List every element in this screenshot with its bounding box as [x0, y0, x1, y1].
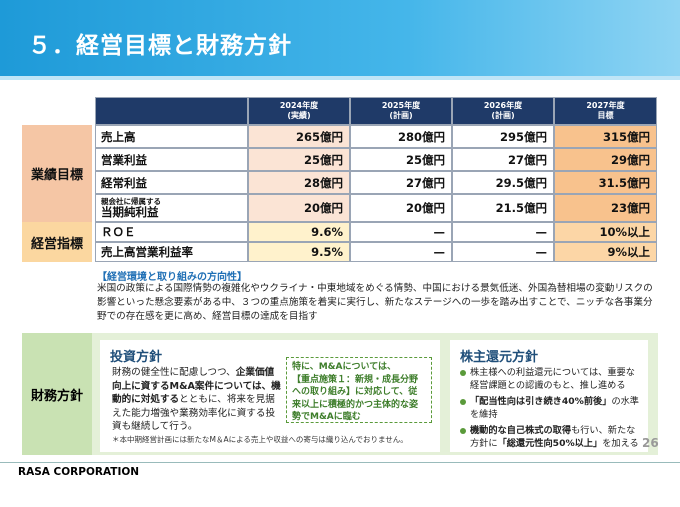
bullet: [460, 399, 466, 405]
shareholder-text: 機動的な自己株式の取得: [470, 425, 572, 436]
value-cell: —: [350, 222, 452, 242]
shareholder-text: も行い、新たな方針に: [470, 425, 636, 449]
row-label: 売上高営業利益率: [95, 242, 248, 262]
value-cell: 25億円: [248, 148, 350, 171]
value-cell: 23億円: [554, 194, 657, 222]
value-cell: 280億円: [350, 125, 452, 148]
value-cell: 27億円: [452, 148, 554, 171]
bullet: [460, 428, 466, 434]
shareholder-list: 株主様への利益還元については、重要な経営課題との認識のもと、推し進める 「配当性向…: [460, 366, 644, 453]
targets-table: 2024年度 (実績) 2025年度 (計画) 2026年度 (計画) 2027年度 …: [22, 97, 657, 262]
ma-callout: 特に、M&Aについては、 【重点施策１：新規・成長分野への取り組み】に対応して、…: [286, 357, 432, 423]
header-rule: [0, 76, 680, 80]
value-cell: 295億円: [452, 125, 554, 148]
row-label: 売上高: [95, 125, 248, 148]
value-cell: 9.5%: [248, 242, 350, 262]
corner-cell: [95, 97, 248, 125]
value-cell: 315億円: [554, 125, 657, 148]
value-cell: 29.5億円: [452, 171, 554, 194]
row-label-line: 親会社に帰属する: [101, 197, 161, 206]
value-cell: 20億円: [248, 194, 350, 222]
investment-note: ＊本中期経営計画には新たなM＆Aによる売上や収益への寄与は織り込んでおりません。: [112, 435, 408, 444]
group-label: 業績目標: [22, 125, 92, 222]
bullet: [460, 370, 466, 376]
column-header: 2027年度 目標: [554, 97, 657, 125]
value-cell: —: [350, 242, 452, 262]
shareholder-box: [450, 340, 648, 452]
shareholder-text: 「総還元性向50%以上」: [497, 438, 603, 449]
investment-text: 企業価値向上に資するM&A案件については、機動的に対処する: [112, 367, 281, 405]
value-cell: —: [452, 222, 554, 242]
investment-title: 投資方針: [110, 350, 163, 365]
value-cell: 20億円: [350, 194, 452, 222]
investment-text: 財務の健全性に配慮しつつ、: [112, 367, 236, 378]
value-cell: 21.5億円: [452, 194, 554, 222]
value-cell: 25億円: [350, 148, 452, 171]
row-label: 営業利益: [95, 148, 248, 171]
column-header: 2024年度 (実績): [248, 97, 350, 125]
shareholder-text: を加える: [602, 438, 639, 449]
row-label-line: 当期純利益: [101, 205, 159, 219]
column-header: 2025年度 (計画): [350, 97, 452, 125]
value-cell: 9.6%: [248, 222, 350, 242]
shareholder-text: の水準を維持: [470, 396, 639, 420]
value-cell: —: [452, 242, 554, 262]
column-header: 2026年度 (計画): [452, 97, 554, 125]
value-cell: 10%以上: [554, 222, 657, 242]
investment-text: とともに、将来を見据えた能力増強や業務効率化に資する投資も継続して行う。: [112, 394, 276, 432]
direction-body: 米国の政策による国際情勢の複雑化やウクライナ・中東地域をめぐる情勢、中国における…: [97, 283, 653, 322]
row-label: 親会社に帰属する 当期純利益: [95, 194, 248, 222]
value-cell: 27億円: [350, 171, 452, 194]
group-label: 経営指標: [22, 222, 92, 262]
value-cell: 265億円: [248, 125, 350, 148]
shareholder-item: 機動的な自己株式の取得も行い、新たな方針に「総還元性向50%以上」を加える: [460, 424, 644, 450]
shareholder-text: 「配当性向は引き続き40%前後」: [470, 396, 612, 407]
shareholder-title: 株主還元方針: [460, 350, 539, 365]
shareholder-text: 株主様への利益還元については、重要な経営課題との認識のもと、推し進める: [470, 367, 635, 391]
shareholder-item: 株主様への利益還元については、重要な経営課題との認識のもと、推し進める: [460, 366, 644, 392]
footer-rule: [0, 462, 680, 463]
value-cell: 31.5億円: [554, 171, 657, 194]
policy-label: 財務方針: [22, 333, 92, 455]
page-number: 26: [642, 436, 659, 450]
header-band: [0, 0, 680, 76]
value-cell: 9%以上: [554, 242, 657, 262]
value-cell: 28億円: [248, 171, 350, 194]
shareholder-item: 「配当性向は引き続き40%前後」の水準を維持: [460, 395, 644, 421]
value-cell: 29億円: [554, 148, 657, 171]
investment-box: [100, 340, 440, 452]
investment-body: 財務の健全性に配慮しつつ、企業価値向上に資するM&A案件については、機動的に対処…: [112, 366, 282, 434]
row-label: 経常利益: [95, 171, 248, 194]
title: ５．経営目標と財務方針: [28, 33, 292, 59]
direction-heading: 【経営環境と取り組みの方向性】: [97, 272, 247, 283]
company: RASA CORPORATION: [18, 466, 140, 478]
row-label: ＲＯＥ: [95, 222, 248, 242]
